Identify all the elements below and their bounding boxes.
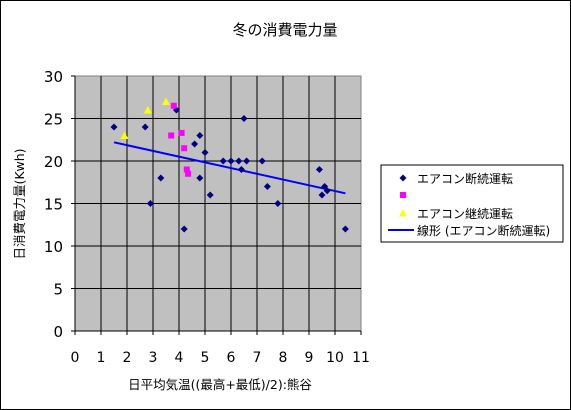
y-tick-label: 25: [44, 111, 63, 129]
data-point-diamond: [180, 225, 188, 233]
data-point-diamond: [237, 166, 245, 173]
data-point-diamond: [240, 115, 248, 122]
data-point-diamond: [315, 166, 323, 173]
data-point-diamond: [110, 123, 118, 131]
data-point-diamond: [196, 132, 204, 139]
legend-marker-triangle: [399, 209, 407, 217]
y-tick-label: 10: [44, 238, 63, 256]
y-axis-ticks: 0 5 10 15 20 25 30: [44, 68, 76, 341]
x-tick-label: 3: [149, 350, 158, 366]
data-point-diamond: [243, 157, 251, 165]
x-tick-label: 2: [123, 350, 132, 366]
data-point-diamond: [196, 174, 204, 182]
data-point-diamond: [318, 191, 326, 199]
chart-title: 冬の消費電力量: [232, 21, 337, 39]
trendline: [113, 141, 346, 195]
legend-label: エアコン継続運転: [417, 206, 513, 221]
data-point-triangle: [120, 131, 129, 139]
x-tick-label: 10: [326, 350, 344, 366]
data-point-diamond: [227, 157, 235, 165]
data-point-diamond: [157, 174, 165, 182]
x-tick-label: 8: [279, 350, 288, 366]
data-point-diamond: [323, 187, 331, 195]
legend-label: 線形 (エアコン断続運転): [417, 223, 550, 238]
data-point-diamond: [141, 123, 149, 131]
data-point-diamond: [235, 157, 243, 165]
data-point-square: [185, 170, 192, 177]
data-point-square: [178, 129, 185, 136]
legend-marker-diamond: [399, 174, 407, 182]
data-point-diamond: [341, 225, 349, 233]
y-tick-label: 0: [53, 323, 63, 341]
data-point-diamond: [219, 157, 227, 165]
series-3: [120, 97, 170, 139]
data-point-square: [170, 102, 177, 109]
x-tick-label: 11: [352, 350, 370, 366]
x-axis-ticks: 0 1 2 3 4 5 6 7 8 9 10 11: [71, 330, 370, 366]
x-tick-label: 0: [71, 350, 80, 366]
y-tick-label: 15: [44, 196, 63, 214]
series-1: [110, 106, 349, 233]
x-tick-label: 1: [97, 350, 106, 366]
series-2: [168, 102, 192, 177]
y-tick-label: 20: [44, 153, 63, 171]
legend-marker-square: [400, 192, 406, 198]
x-tick-label: 7: [253, 350, 262, 366]
data-point-triangle: [143, 106, 152, 114]
y-axis-label: 日消費電力量(Kwh): [12, 148, 27, 259]
data-point-diamond: [191, 140, 199, 148]
data-point-square: [168, 132, 175, 139]
data-point-square: [181, 145, 188, 152]
x-tick-label: 5: [201, 350, 210, 366]
data-point-triangle: [162, 97, 170, 105]
data-point-diamond: [274, 200, 282, 207]
data-points: [110, 97, 349, 233]
data-point-square: [183, 166, 190, 173]
data-point-diamond: [258, 157, 266, 165]
data-point-diamond: [263, 183, 271, 190]
y-tick-label: 5: [53, 281, 63, 299]
x-tick-label: 9: [305, 350, 314, 366]
data-point-diamond: [146, 200, 154, 207]
x-axis-label: 日平均気温((最高+最低)/2):熊谷: [128, 377, 312, 392]
data-point-diamond: [206, 191, 214, 199]
x-tick-label: 4: [175, 350, 184, 366]
y-tick-label: 30: [44, 68, 63, 86]
x-tick-label: 6: [227, 350, 236, 366]
data-point-diamond: [201, 149, 209, 156]
legend-label: エアコン断続運転: [417, 171, 513, 186]
